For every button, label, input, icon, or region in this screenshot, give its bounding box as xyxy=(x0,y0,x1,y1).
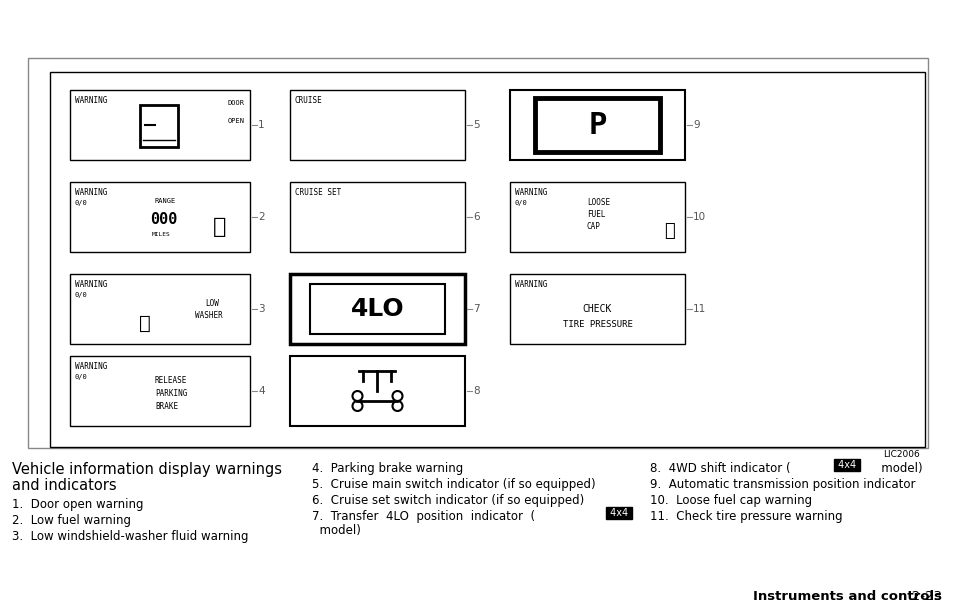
Text: PARKING: PARKING xyxy=(154,389,187,398)
Text: 11.  Check tire pressure warning: 11. Check tire pressure warning xyxy=(649,510,841,523)
Text: 7.  Transfer  4LO  position  indicator  (: 7. Transfer 4LO position indicator ( xyxy=(312,510,535,523)
Text: 5: 5 xyxy=(473,120,479,130)
Bar xyxy=(140,105,178,147)
Bar xyxy=(28,58,927,448)
Text: Instruments and controls: Instruments and controls xyxy=(752,590,941,603)
Text: 2: 2 xyxy=(257,212,264,222)
Text: ⛽: ⛽ xyxy=(664,222,675,240)
Text: 1: 1 xyxy=(257,120,264,130)
Text: CRUISE SET: CRUISE SET xyxy=(294,188,341,197)
Text: CRUISE: CRUISE xyxy=(294,96,322,105)
Text: 0/0: 0/0 xyxy=(75,374,88,380)
Text: WARNING: WARNING xyxy=(75,96,108,105)
Text: 4.  Parking brake warning: 4. Parking brake warning xyxy=(312,462,463,475)
Text: RANGE: RANGE xyxy=(154,198,176,204)
Text: CHECK: CHECK xyxy=(582,304,612,314)
Text: 000: 000 xyxy=(150,212,177,227)
Text: 3.  Low windshield-washer fluid warning: 3. Low windshield-washer fluid warning xyxy=(12,530,248,543)
Bar xyxy=(70,90,250,160)
Bar xyxy=(290,356,464,426)
Bar xyxy=(290,90,464,160)
Text: P: P xyxy=(588,111,606,139)
Text: 8.  4WD shift indicator (: 8. 4WD shift indicator ( xyxy=(649,462,790,475)
Text: 6: 6 xyxy=(473,212,479,222)
Text: 10.  Loose fuel cap warning: 10. Loose fuel cap warning xyxy=(649,494,811,507)
Text: OPEN: OPEN xyxy=(228,118,245,124)
Text: model): model) xyxy=(312,524,360,537)
Text: DOOR: DOOR xyxy=(228,100,245,106)
Text: BRAKE: BRAKE xyxy=(154,402,178,411)
Text: 💧: 💧 xyxy=(139,314,151,333)
Text: 7: 7 xyxy=(473,304,479,314)
Text: 0/0: 0/0 xyxy=(75,200,88,206)
Text: WARNING: WARNING xyxy=(75,362,108,371)
Text: WARNING: WARNING xyxy=(515,280,547,289)
Bar xyxy=(310,284,444,334)
Text: 3: 3 xyxy=(257,304,264,314)
Text: 4x4: 4x4 xyxy=(606,508,631,518)
Text: and indicators: and indicators xyxy=(12,478,116,493)
Text: FUEL: FUEL xyxy=(586,210,605,219)
Text: MILES: MILES xyxy=(152,232,171,237)
Text: LOW: LOW xyxy=(205,299,218,308)
Bar xyxy=(510,274,684,344)
Text: 0/0: 0/0 xyxy=(75,292,88,298)
Text: 4LO: 4LO xyxy=(351,297,404,321)
Bar xyxy=(290,182,464,252)
Text: LOOSE: LOOSE xyxy=(586,198,610,207)
Text: 4x4: 4x4 xyxy=(834,460,859,470)
Text: 4: 4 xyxy=(257,386,264,396)
Text: WARNING: WARNING xyxy=(75,280,108,289)
Text: WASHER: WASHER xyxy=(194,311,222,320)
Text: 9.  Automatic transmission position indicator: 9. Automatic transmission position indic… xyxy=(649,478,915,491)
Text: ⛽: ⛽ xyxy=(213,217,227,237)
Text: RELEASE: RELEASE xyxy=(154,376,187,385)
Bar xyxy=(290,274,464,344)
Text: 10: 10 xyxy=(692,212,705,222)
Bar xyxy=(510,90,684,160)
Text: TIRE PRESSURE: TIRE PRESSURE xyxy=(562,319,632,328)
Bar xyxy=(70,356,250,426)
Bar xyxy=(70,182,250,252)
Text: 1.  Door open warning: 1. Door open warning xyxy=(12,498,143,511)
Bar xyxy=(70,274,250,344)
Text: 0/0: 0/0 xyxy=(515,200,527,206)
Text: Vehicle information display warnings: Vehicle information display warnings xyxy=(12,462,282,477)
Text: 11: 11 xyxy=(692,304,705,314)
Text: WARNING: WARNING xyxy=(75,188,108,197)
Bar xyxy=(50,72,924,447)
Text: 2-23: 2-23 xyxy=(796,590,941,603)
Text: 5.  Cruise main switch indicator (if so equipped): 5. Cruise main switch indicator (if so e… xyxy=(312,478,595,491)
Bar xyxy=(535,98,659,152)
Text: 6.  Cruise set switch indicator (if so equipped): 6. Cruise set switch indicator (if so eq… xyxy=(312,494,583,507)
Text: model): model) xyxy=(869,462,922,475)
Text: 9: 9 xyxy=(692,120,699,130)
Text: 8: 8 xyxy=(473,386,479,396)
Text: LIC2006: LIC2006 xyxy=(882,450,919,459)
Text: CAP: CAP xyxy=(586,222,600,231)
Text: WARNING: WARNING xyxy=(515,188,547,197)
Text: 2.  Low fuel warning: 2. Low fuel warning xyxy=(12,514,131,527)
Bar xyxy=(510,182,684,252)
